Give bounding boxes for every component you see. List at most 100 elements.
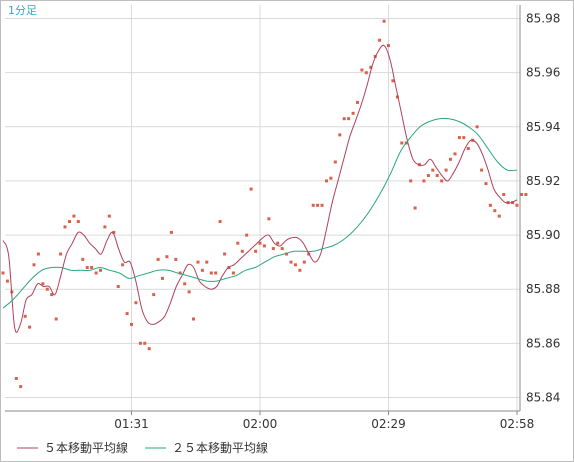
- price-point: [480, 168, 484, 172]
- y-tick-label: 85.96: [526, 66, 560, 80]
- price-point: [36, 252, 40, 256]
- price-point: [125, 312, 129, 316]
- price-point: [223, 252, 227, 256]
- price-point: [271, 247, 275, 251]
- price-point: [121, 263, 125, 267]
- price-point: [502, 193, 506, 196]
- price-point: [369, 65, 373, 69]
- price-point: [267, 217, 271, 221]
- price-point: [453, 152, 457, 156]
- price-point: [63, 225, 67, 229]
- price-point: [320, 203, 324, 207]
- y-tick-label: 85.94: [526, 120, 560, 134]
- price-point: [169, 230, 173, 234]
- price-point: [298, 268, 302, 272]
- price-point: [422, 179, 426, 183]
- x-tick-labels: 01:31 02:00 02:29 02:58: [114, 417, 534, 431]
- price-point: [32, 263, 36, 267]
- y-tick-label: 85.92: [526, 174, 560, 188]
- price-point: [449, 157, 452, 161]
- y-tick-label: 85.90: [526, 228, 560, 242]
- price-point: [488, 203, 492, 207]
- price-point: [192, 317, 195, 321]
- price-point: [338, 133, 342, 137]
- price-point: [351, 111, 355, 115]
- price-point: [484, 182, 488, 186]
- legend-ma25-label: ２５本移動平均線: [172, 440, 268, 455]
- x-tick-label: 01:31: [114, 417, 149, 431]
- price-point: [183, 282, 187, 286]
- price-point: [515, 203, 519, 207]
- price-point: [116, 285, 120, 288]
- price-point: [41, 282, 45, 286]
- price-point: [130, 322, 133, 326]
- price-point: [382, 19, 386, 23]
- price-point: [289, 260, 293, 264]
- price-point: [99, 268, 102, 272]
- price-point: [457, 136, 461, 140]
- price-point: [262, 244, 266, 248]
- price-point: [59, 252, 63, 256]
- price-point: [400, 141, 404, 145]
- price-point: [342, 117, 346, 121]
- ma25-line: [2, 117, 518, 309]
- price-point: [293, 263, 297, 267]
- price-point: [187, 290, 191, 294]
- price-point: [413, 206, 417, 210]
- price-point: [240, 249, 244, 253]
- price-point: [196, 260, 200, 264]
- price-point: [236, 241, 240, 245]
- price-point: [475, 125, 479, 129]
- price-points: [1, 19, 528, 389]
- price-point: [165, 255, 169, 259]
- price-point: [254, 249, 258, 253]
- price-point: [205, 260, 209, 264]
- price-point: [426, 174, 430, 177]
- price-point: [68, 220, 71, 223]
- price-point: [493, 209, 497, 213]
- price-point: [395, 95, 399, 99]
- ma5-line: [2, 44, 518, 333]
- series: [2, 44, 518, 333]
- price-point: [302, 260, 306, 264]
- price-point: [28, 325, 32, 329]
- price-point: [356, 100, 359, 104]
- price-point: [152, 293, 156, 297]
- price-point: [280, 247, 284, 251]
- price-point: [435, 174, 439, 177]
- price-point: [409, 179, 413, 183]
- price-point: [360, 68, 364, 72]
- price-point: [90, 266, 94, 269]
- price-point: [94, 271, 98, 275]
- price-point: [391, 79, 395, 83]
- price-point: [50, 293, 54, 297]
- price-point: [156, 257, 160, 261]
- price-point: [76, 220, 80, 223]
- price-point: [209, 271, 213, 275]
- price-point: [333, 160, 337, 164]
- y-tick-label: 85.84: [526, 390, 560, 404]
- price-point: [161, 276, 164, 280]
- y-tick-label: 85.86: [526, 336, 560, 350]
- price-point: [1, 271, 5, 275]
- price-point: [231, 271, 235, 275]
- price-point: [325, 179, 328, 183]
- legend: ５本移動平均線 ２５本移動平均線: [17, 440, 268, 455]
- price-point: [431, 168, 435, 172]
- price-point: [316, 203, 320, 207]
- y-tick-label: 85.98: [526, 12, 560, 26]
- legend-ma5-label: ５本移動平均線: [44, 440, 128, 455]
- price-point: [466, 147, 470, 150]
- price-point: [54, 317, 58, 321]
- price-point: [258, 241, 262, 245]
- price-point: [519, 193, 523, 196]
- price-point: [200, 268, 204, 272]
- x-tick-label: 02:00: [243, 417, 278, 431]
- price-point: [249, 187, 253, 191]
- y-tick-labels: 85.98 85.96 85.94 85.92 85.90 85.88 85.86 85.84: [526, 12, 560, 405]
- x-tick-label: 02:58: [500, 417, 535, 431]
- price-point: [138, 341, 142, 345]
- price-point: [329, 176, 333, 180]
